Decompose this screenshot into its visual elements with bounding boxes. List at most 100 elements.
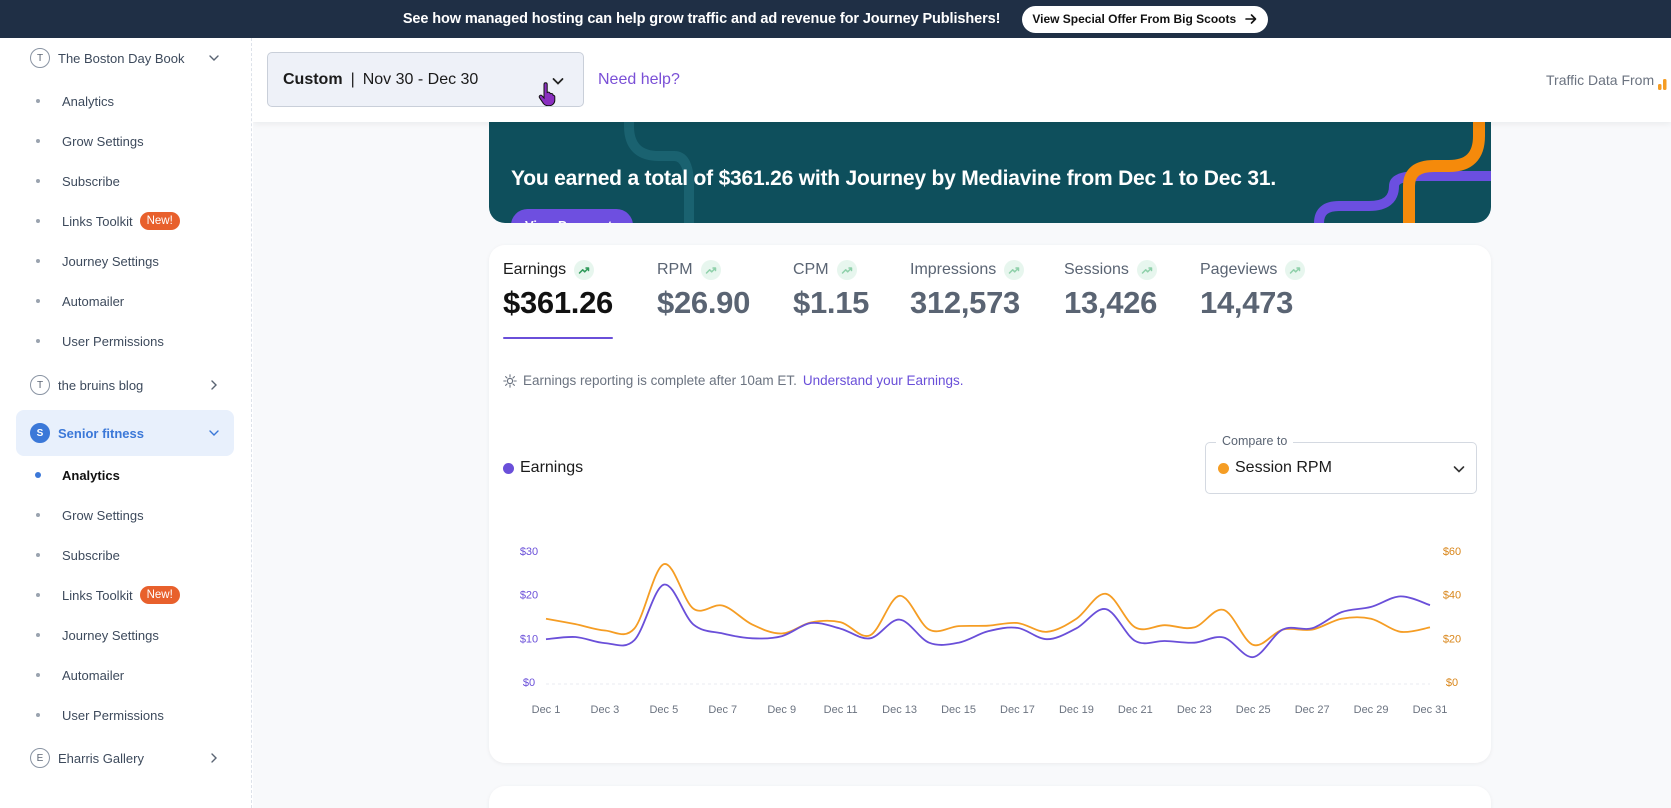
- traffic-data-label: Traffic Data From: [1546, 72, 1655, 88]
- metric-label: Impressions: [910, 261, 997, 278]
- date-range-select[interactable]: Custom | Nov 30 - Dec 30: [267, 52, 584, 107]
- bullet-dot: [35, 472, 41, 478]
- sidebar-item-grow-settings[interactable]: Grow Settings: [36, 505, 144, 525]
- trend-up-icon: [1004, 260, 1025, 280]
- bullet-dot: [36, 673, 40, 677]
- site-initial-badge: T: [30, 48, 50, 68]
- x-tick-label: Dec 9: [767, 704, 796, 716]
- sidebar-item-label: Automailer: [62, 293, 125, 309]
- new-badge: New!: [139, 586, 180, 604]
- legend-label: Earnings: [520, 459, 584, 476]
- sidebar-item-label: User Permissions: [62, 707, 164, 723]
- sidebar-item-journey-settings[interactable]: Journey Settings: [36, 625, 159, 645]
- y-left-tick-label: $20: [520, 590, 538, 602]
- x-tick-label: Dec 17: [1000, 704, 1035, 716]
- metric-rpm[interactable]: RPM $26.90: [657, 259, 750, 321]
- sidebar-item-label: Links Toolkit: [62, 587, 133, 603]
- y-right-tick-label: $20: [1443, 633, 1461, 645]
- x-tick-label: Dec 29: [1354, 704, 1389, 716]
- bullet-dot: [36, 219, 40, 223]
- sidebar-item-subscribe[interactable]: Subscribe: [36, 171, 120, 191]
- x-tick-label: Dec 21: [1118, 704, 1153, 716]
- site-name: Senior fitness: [58, 425, 144, 441]
- legend-swatch: [503, 462, 514, 474]
- compare-value: Session RPM: [1235, 459, 1332, 476]
- sidebar-item-links-toolkit[interactable]: Links Toolkit New!: [36, 585, 180, 605]
- bullet-dot: [36, 299, 40, 303]
- x-tick-label: Dec 15: [941, 704, 976, 716]
- sidebar-item-journey-settings[interactable]: Journey Settings: [36, 251, 159, 271]
- sidebar-item-user-permissions[interactable]: User Permissions: [36, 331, 164, 351]
- sidebar-item-subscribe[interactable]: Subscribe: [36, 545, 120, 565]
- compare-to-label: Compare to: [1216, 434, 1294, 448]
- chevron-right-icon: [211, 380, 217, 390]
- compare-to-select[interactable]: Compare to Session RPM: [1205, 434, 1477, 494]
- metric-impressions[interactable]: Impressions 312,573: [910, 259, 1025, 321]
- x-tick-label: Dec 5: [649, 704, 678, 716]
- metric-earnings[interactable]: Earnings $361.26: [503, 259, 613, 339]
- x-tick-label: Dec 1: [532, 704, 561, 716]
- sidebar-item-automailer[interactable]: Automailer: [36, 665, 124, 685]
- bullet-dot: [36, 139, 40, 143]
- site-initial-badge: E: [30, 748, 50, 768]
- promo-banner: See how managed hosting can help grow tr…: [0, 0, 1671, 38]
- site-initial-badge: T: [30, 375, 50, 395]
- x-tick-label: Dec 11: [824, 704, 858, 716]
- y-right-tick-label: $40: [1443, 590, 1461, 602]
- analytics-card: Earnings $361.26 RPM $26.90 CPM $1.15 Im…: [489, 245, 1491, 763]
- sidebar-item-label: Grow Settings: [62, 133, 144, 149]
- earnings-summary-text: You earned a total of $361.26 with Journ…: [511, 167, 1276, 190]
- metric-cpm[interactable]: CPM $1.15: [793, 259, 869, 321]
- bullet-dot: [36, 593, 40, 597]
- trend-up-icon: [574, 260, 595, 280]
- site-name: Eharris Gallery: [58, 750, 144, 766]
- x-tick-label: Dec 7: [708, 704, 737, 716]
- metric-label: RPM: [657, 261, 693, 278]
- metric-value: $1.15: [793, 285, 870, 320]
- chart-legend: Earnings: [503, 459, 583, 477]
- sidebar-item-grow-settings[interactable]: Grow Settings: [36, 131, 144, 151]
- hand-pointer-icon: [538, 82, 556, 106]
- trend-up-icon: [836, 260, 857, 280]
- need-help-link[interactable]: Need help?: [598, 71, 680, 88]
- trend-up-icon: [1136, 260, 1157, 280]
- site-row-senior-fitness[interactable]: S Senior fitness: [16, 410, 234, 456]
- sidebar-item-analytics[interactable]: Analytics: [35, 465, 120, 485]
- y-right-tick-label: $60: [1443, 546, 1461, 558]
- special-offer-button[interactable]: View Special Offer From Big Scoots: [1022, 5, 1269, 33]
- view-payments-button[interactable]: View Payments: [511, 209, 634, 223]
- site-row-eharris-gallery[interactable]: E Eharris Gallery: [16, 737, 234, 779]
- trend-up-icon: [1285, 260, 1306, 280]
- understand-earnings-link[interactable]: Understand your Earnings.: [802, 373, 964, 388]
- y-left-tick-label: $0: [523, 677, 535, 689]
- chevron-down-icon: [209, 55, 219, 61]
- site-row-boston-day-book[interactable]: T The Boston Day Book: [16, 38, 234, 79]
- bullet-dot: [36, 99, 40, 103]
- site-name: the bruins blog: [58, 377, 144, 393]
- bullet-dot: [36, 553, 40, 557]
- special-offer-label: View Special Offer From Big Scoots: [1032, 12, 1237, 26]
- y-right-tick-label: $0: [1446, 677, 1458, 689]
- notice-text: Earnings reporting is complete after 10a…: [523, 373, 797, 388]
- sidebar-item-label: Links Toolkit: [62, 213, 133, 229]
- metric-label: Pageviews: [1200, 261, 1278, 278]
- main-content: You earned a total of $361.26 with Journ…: [253, 38, 1671, 808]
- metric-sessions[interactable]: Sessions 13,426: [1064, 259, 1157, 321]
- sidebar-item-user-permissions[interactable]: User Permissions: [36, 705, 164, 725]
- metric-pageviews[interactable]: Pageviews 14,473: [1200, 259, 1306, 321]
- metric-value: $26.90: [657, 285, 751, 320]
- sidebar-item-label: Subscribe: [62, 547, 120, 563]
- sun-icon: [503, 373, 517, 388]
- series-line-earnings: [545, 583, 1431, 658]
- bullet-dot: [36, 633, 40, 637]
- sidebar-item-automailer[interactable]: Automailer: [36, 291, 124, 311]
- sidebar-item-label: Analytics: [62, 93, 115, 109]
- sidebar-item-label: Automailer: [62, 667, 125, 683]
- bullet-dot: [36, 259, 40, 263]
- metric-value: 13,426: [1064, 285, 1158, 320]
- sidebar-item-analytics[interactable]: Analytics: [36, 91, 114, 111]
- site-row-bruins-blog[interactable]: T the bruins blog: [16, 364, 234, 406]
- sidebar-item-links-toolkit[interactable]: Links Toolkit New!: [36, 211, 180, 231]
- metric-value: 14,473: [1200, 285, 1294, 320]
- analytics-bars-icon: [1658, 79, 1667, 90]
